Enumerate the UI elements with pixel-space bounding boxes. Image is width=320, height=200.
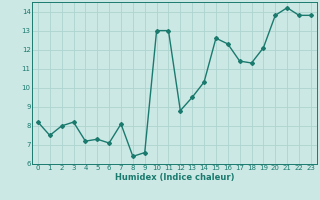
X-axis label: Humidex (Indice chaleur): Humidex (Indice chaleur) [115,173,234,182]
